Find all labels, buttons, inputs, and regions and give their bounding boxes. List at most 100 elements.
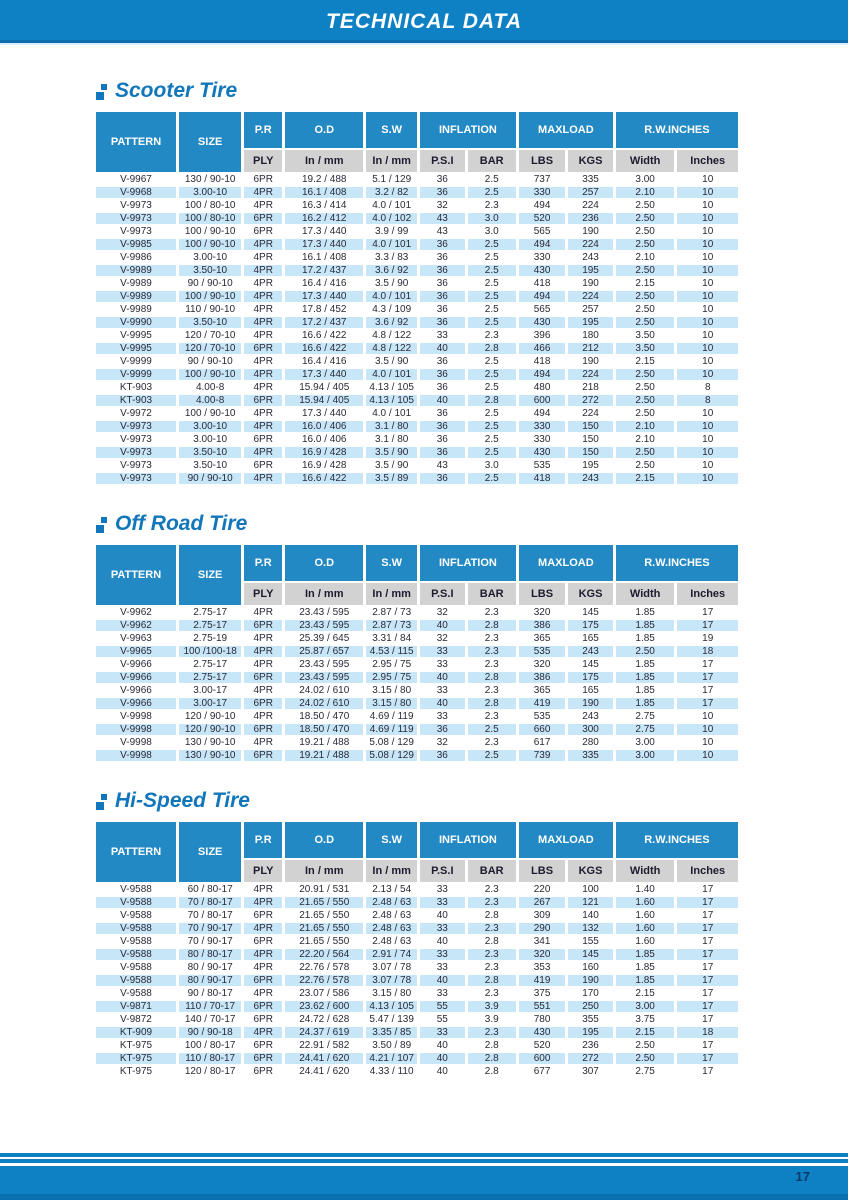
table-cell: 3.2 / 82 xyxy=(366,187,418,198)
table-body: V-9967 130 / 90-10 6PR 19.2 / 488 5.1 / 129 3… xyxy=(96,174,738,484)
table-cell: 4PR xyxy=(244,1027,283,1038)
table-cell: V-9995 xyxy=(120,330,152,341)
table-cell: 40 xyxy=(420,343,465,354)
table-cell: 1.85 xyxy=(635,962,655,973)
table-cell: V-9968 xyxy=(96,187,176,198)
table-cell: 6PR xyxy=(253,226,273,237)
header-row-groups: PATTERN SIZE P.R O.D S.W INFLATION MAXLOAD R.W.… xyxy=(96,822,738,882)
table-row: V-9872 140 / 70-17 6PR 24.72 / 628 5.47 / 13… xyxy=(96,1014,738,1025)
table-cell: 2.48 / 63 xyxy=(372,936,412,947)
table-cell: 617 xyxy=(533,737,551,748)
table-cell: 3.07 / 78 xyxy=(372,962,412,973)
table-cell: 2.3 xyxy=(467,897,516,908)
table-cell: 2.95 / 75 xyxy=(366,672,418,683)
table-cell: 17 xyxy=(702,988,714,999)
table-cell: 3.6 / 92 xyxy=(366,317,418,328)
table-cell: 3.5 / 89 xyxy=(366,473,418,484)
col-header-size: SIZE xyxy=(179,112,242,172)
table-cell: 10 xyxy=(677,473,738,484)
section-bullet-icon xyxy=(96,83,108,101)
table-cell: 80 / 90-17 xyxy=(187,962,233,973)
table-cell: 6PR xyxy=(253,174,273,185)
table-row: V-9963 2.75-19 4PR 25.39 / 645 3.31 / 84 32 2.… xyxy=(96,633,738,644)
table-cell: V-9588 xyxy=(96,923,176,934)
table-cell: 32 xyxy=(436,200,448,211)
table-cell: 10 xyxy=(702,737,714,748)
table-cell: 1.60 xyxy=(635,910,655,921)
table-cell: 3.00-10 xyxy=(179,421,242,432)
table-cell: 2.48 / 63 xyxy=(366,923,418,934)
table-cell: 494 xyxy=(518,369,566,380)
table-cell: 17.3 / 440 xyxy=(285,239,364,250)
table-cell: 10 xyxy=(677,750,738,761)
table-cell: 19.2 / 488 xyxy=(302,174,347,185)
table-cell: 21.65 / 550 xyxy=(299,910,350,921)
table-cell: 2.5 xyxy=(467,724,516,735)
table-row: V-9999 100 / 90-10 4PR 17.3 / 440 4.0 / 101 3… xyxy=(96,369,738,380)
table-cell: 190 xyxy=(568,975,613,986)
table-cell: 22.20 / 564 xyxy=(285,949,364,960)
table-cell: 4PR xyxy=(253,962,273,973)
table-cell: 2.50 xyxy=(615,395,675,406)
table-cell: 195 xyxy=(568,317,613,328)
table-row: V-9973 100 / 80-10 6PR 16.2 / 412 4.0 / 102 4… xyxy=(96,213,738,224)
table-cell: 386 xyxy=(518,672,566,683)
table-cell: 2.3 xyxy=(467,949,516,960)
table-cell: 4PR xyxy=(244,421,283,432)
spec-table: PATTERN SIZE P.R O.D S.W INFLATION MAXLOAD R.W.… xyxy=(93,110,741,486)
table-cell: 257 xyxy=(568,187,613,198)
table-cell: 4PR xyxy=(253,737,273,748)
table-cell: 2.5 xyxy=(484,382,499,393)
table-cell: 2.5 xyxy=(484,304,499,315)
table-cell: 17 xyxy=(702,884,714,895)
table-cell: V-9872 xyxy=(120,1014,152,1025)
table-cell: 17 xyxy=(702,962,714,973)
table-cell: 3.9 xyxy=(484,1014,499,1025)
table-cell: 33 xyxy=(420,646,465,657)
table-cell: 2.50 xyxy=(635,460,655,471)
table-cell: 25.39 / 645 xyxy=(299,633,350,644)
table-cell: 3.31 / 84 xyxy=(372,633,412,644)
table-cell: 320 xyxy=(518,949,566,960)
table-cell: 36 xyxy=(436,304,448,315)
spec-table: PATTERN SIZE P.R O.D S.W INFLATION MAXLOAD R.W.… xyxy=(93,543,741,763)
table-cell: 36 xyxy=(420,750,465,761)
table-cell: 10 xyxy=(677,265,738,276)
table-cell: V-9965 xyxy=(96,646,176,657)
table-cell: 2.3 xyxy=(484,607,499,618)
table-cell: V-9989 xyxy=(120,304,152,315)
col-subheader: Inches xyxy=(677,860,738,882)
table-cell: 40 xyxy=(420,698,465,709)
table-cell: 33 xyxy=(420,923,465,934)
table-cell: 120 / 70-10 xyxy=(184,330,236,341)
table-cell: 2.3 xyxy=(467,1027,516,1038)
table-cell: 4PR xyxy=(253,200,273,211)
table-cell: 3.5 / 90 xyxy=(374,278,409,289)
table-cell: 36 xyxy=(436,408,448,419)
table-cell: 18 xyxy=(677,646,738,657)
table-cell: 739 xyxy=(518,750,566,761)
table-cell: 2.5 xyxy=(467,239,516,250)
tire-section: Scooter Tire PATTERN SIZE P.R O.D S.W INFLATI… xyxy=(96,79,744,486)
table-cell: 40 xyxy=(420,975,465,986)
table-cell: 6PR xyxy=(253,460,273,471)
table-cell: 40 xyxy=(420,395,465,406)
table-cell: 353 xyxy=(533,962,551,973)
table-cell: 15.94 / 405 xyxy=(299,382,350,393)
table-cell: 33 xyxy=(436,685,448,696)
table-row: V-9989 100 / 90-10 4PR 17.3 / 440 4.0 / 101 3… xyxy=(96,291,738,302)
table-cell: 2.15 xyxy=(635,988,655,999)
col-subheader: KGS xyxy=(568,860,613,882)
table-cell: 2.5 xyxy=(484,252,499,263)
table-cell: V-9973 xyxy=(120,460,152,471)
table-row: KT-903 4.00-8 4PR 15.94 / 405 4.13 / 105 36 2.… xyxy=(96,382,738,393)
table-cell: 195 xyxy=(568,1027,613,1038)
table-cell: 1.60 xyxy=(635,936,655,947)
table-cell: V-9989 xyxy=(96,291,176,302)
table-cell: 110 / 70-17 xyxy=(179,1001,242,1012)
table-cell: 2.3 xyxy=(484,659,499,670)
table-cell: 430 xyxy=(518,1027,566,1038)
table-cell: 3.00-17 xyxy=(193,685,228,696)
table-cell: 70 / 80-17 xyxy=(179,897,242,908)
table-cell: 3.50 xyxy=(635,330,655,341)
